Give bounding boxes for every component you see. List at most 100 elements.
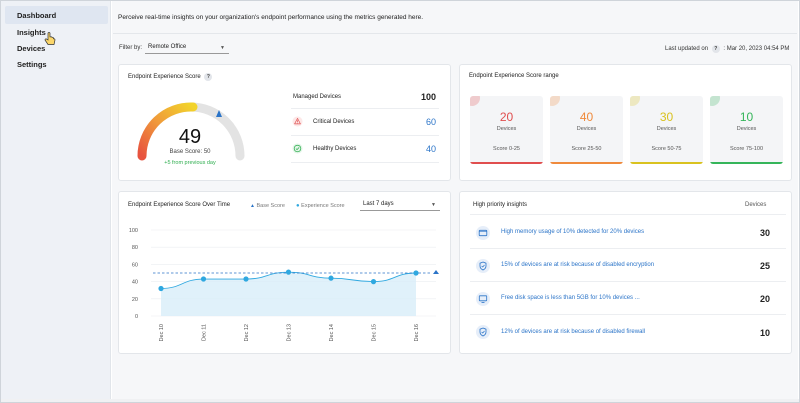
range-tile-range: Score 50-75 (651, 146, 682, 152)
experience-score-point (200, 276, 207, 282)
legend-label: Base Score (256, 203, 285, 209)
sidebar-item-insights[interactable]: Insights (5, 23, 108, 41)
experience-score-point (328, 275, 334, 281)
range-tile-label: Devices (576, 126, 597, 132)
range-tile-25-50[interactable]: 40 Devices Score 25-50 (550, 96, 623, 164)
insight-count: 25 (759, 261, 770, 271)
period-select[interactable]: Last 7 days ▼ (360, 199, 440, 211)
chart-title: Endpoint Experience Score Over Time (128, 202, 231, 208)
divider (470, 314, 786, 315)
insight-count: 10 (759, 328, 770, 338)
score-card (118, 64, 451, 181)
divider (470, 281, 786, 282)
sidebar-item-dashboard[interactable]: Dashboard (5, 6, 108, 24)
divider (291, 108, 439, 109)
divider (291, 135, 439, 136)
range-tile-value: 10 (739, 110, 754, 124)
memory-icon (476, 226, 490, 240)
base-score-marker (433, 270, 439, 274)
tile-accent (470, 96, 480, 106)
healthy-devices-label: Healthy Devices (313, 146, 357, 152)
experience-score-point (158, 285, 164, 292)
caret-down-icon: ▼ (431, 202, 436, 208)
range-tile-label: Devices (496, 126, 517, 132)
managed-devices-value: 100 (420, 92, 436, 102)
warning-icon (292, 116, 303, 127)
hand-cursor-icon (44, 32, 56, 45)
sidebar-item-label: Dashboard (17, 11, 57, 20)
range-tile-value: 30 (659, 110, 674, 124)
range-tile-bar (470, 162, 543, 164)
range-tile-label: Devices (736, 126, 757, 132)
sidebar: Dashboard Insights Devices Settings (1, 1, 111, 399)
sidebar-item-label: Devices (17, 44, 46, 53)
y-tick-label: 80 (132, 245, 138, 251)
experience-score-point (285, 269, 292, 275)
healthy-devices-value[interactable]: 40 (425, 144, 436, 154)
sidebar-item-devices[interactable]: Devices (5, 39, 108, 57)
y-tick-label: 20 (132, 297, 138, 303)
caret-down-icon: ▼ (220, 45, 225, 51)
filter-select-value: Remote Office (148, 44, 187, 50)
range-tile-bar (550, 162, 623, 164)
x-tick-label: Dec 14 (329, 324, 335, 341)
dot-marker-icon: ● (296, 203, 300, 209)
score-line-chart: 0 20 40 60 80 100 Dec 10 Dec 11 Dec 12 Dec 13 Dec … (129, 228, 439, 341)
range-tile-0-25[interactable]: 20 Devices Score 0-25 (470, 96, 543, 164)
insight-link[interactable]: 15% of devices are at risk because of di… (501, 262, 655, 268)
insight-link[interactable]: High memory usage of 10% detected for 20… (501, 229, 645, 235)
legend-base-score[interactable]: ▲ Base Score (250, 203, 285, 209)
insights-title: High priority insights (473, 202, 528, 208)
sidebar-item-label: Settings (17, 60, 47, 69)
sidebar-item-settings[interactable]: Settings (5, 55, 108, 73)
critical-devices-value[interactable]: 60 (425, 117, 436, 127)
range-tile-range: Score 0-25 (493, 146, 520, 152)
score-card-title: Endpoint Experience Score ? (128, 73, 214, 81)
last-updated: Last updated on ? : Mar 20, 2023 04:54 P… (665, 45, 789, 53)
range-tile-range: Score 75-100 (729, 146, 764, 152)
tile-accent (550, 96, 560, 106)
insight-link[interactable]: Free disk space is less than 5GB for 10%… (501, 295, 640, 301)
range-tile-75-100[interactable]: 10 Devices Score 75-100 (710, 96, 783, 164)
score-range-title: Endpoint Experience Score range (469, 73, 559, 79)
range-tile-value: 40 (579, 110, 594, 124)
insights-card (459, 191, 792, 354)
x-tick-label: Dec 11 (202, 324, 208, 341)
range-tile-50-75[interactable]: 30 Devices Score 50-75 (630, 96, 703, 164)
divider (470, 248, 786, 249)
range-tile-bar (630, 162, 703, 164)
last-updated-value: : Mar 20, 2023 04:54 PM (723, 46, 790, 52)
x-tick-label: Dec 13 (287, 324, 293, 341)
help-icon[interactable]: ? (711, 45, 720, 53)
range-tile-value: 20 (499, 110, 514, 124)
help-icon[interactable]: ? (204, 73, 213, 81)
period-select-value: Last 7 days (363, 201, 394, 207)
devices-column-header: Devices (745, 202, 767, 208)
insight-count: 20 (759, 294, 770, 304)
range-tile-range: Score 25-50 (571, 146, 602, 152)
critical-devices-label: Critical Devices (313, 119, 355, 125)
filter-select[interactable]: Remote Office ▼ (145, 42, 229, 54)
experience-score-point (243, 276, 249, 282)
divider (470, 214, 786, 215)
insight-count: 30 (759, 228, 770, 238)
experience-score-point (413, 270, 419, 276)
y-tick-label: 0 (135, 314, 138, 320)
last-updated-label: Last updated on (665, 46, 709, 52)
score-value: 49 (178, 126, 202, 148)
tile-accent (630, 96, 640, 106)
shield-icon (476, 259, 490, 273)
base-score: Base Score: 50 (169, 149, 211, 155)
score-card-title-text: Endpoint Experience Score (128, 74, 201, 80)
range-tile-label: Devices (656, 126, 677, 132)
score-gauge (137, 102, 245, 161)
y-tick-label: 40 (132, 280, 138, 286)
insight-link[interactable]: 12% of devices are at risk because of di… (501, 329, 646, 335)
tile-accent (710, 96, 720, 106)
y-tick-label: 60 (132, 262, 138, 268)
y-tick-label: 100 (129, 228, 138, 234)
legend-experience-score[interactable]: ● Experience Score (296, 203, 345, 209)
experience-score-point (370, 279, 377, 285)
managed-devices-label: Managed Devices (293, 94, 342, 100)
x-tick-label: Dec 12 (244, 324, 250, 341)
